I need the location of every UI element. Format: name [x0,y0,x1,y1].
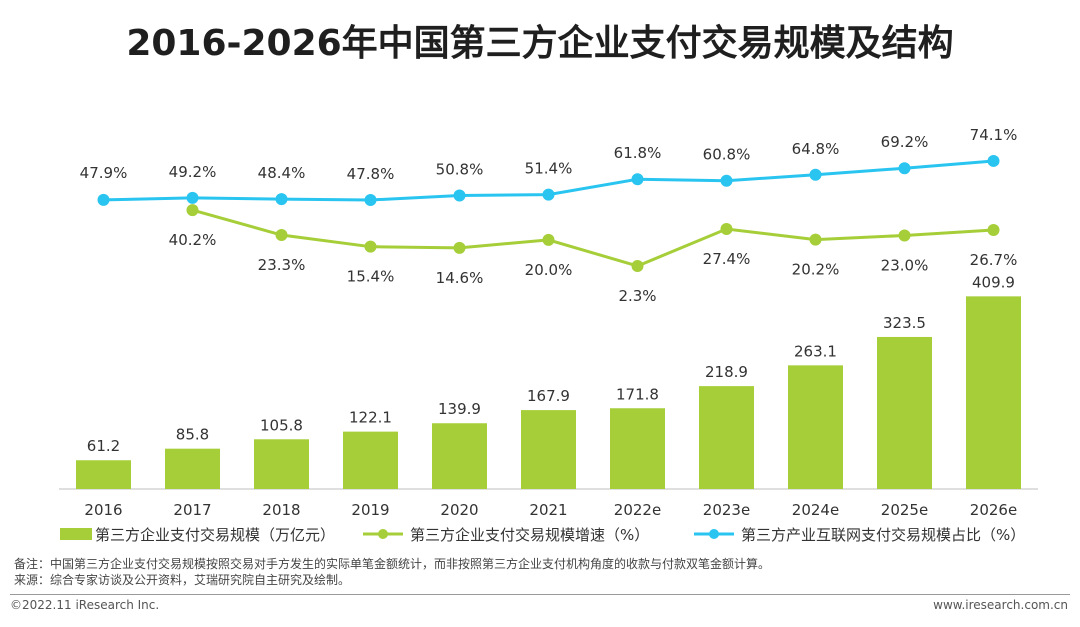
legend-label-share: 第三方产业互联网支付交易规模占比（%） [741,526,1025,544]
bar-2020 [432,423,487,489]
bar-2023e [699,386,754,489]
bar-2025e [877,336,932,489]
bar-value-label-2026e: 409.9 [972,273,1015,291]
x-tick-label-2023e: 2023e [703,501,750,519]
x-tick-label-2024e: 2024e [792,501,839,519]
legend-label-growth: 第三方企业支付交易规模增速（%） [410,526,649,544]
growth-point-2025e [898,229,911,242]
x-tick-label-2019: 2019 [351,501,389,519]
bar-2024e [788,365,843,489]
share-point-2017 [186,191,199,204]
share-label-2016: 47.9% [80,164,128,182]
legend-swatch-bar [60,528,92,540]
share-point-2025e [898,162,911,175]
bar-2019 [343,431,398,489]
share-label-2017: 49.2% [169,163,217,181]
growth-point-2017 [186,204,199,217]
share-label-2023e: 60.8% [703,146,751,164]
x-tick-label-2025e: 2025e [881,501,928,519]
share-point-2016 [97,193,110,206]
bar-value-label-2018: 105.8 [260,416,303,434]
growth-label-2017: 40.2% [169,231,217,249]
share-point-2021 [542,188,555,201]
growth-point-2022e [631,260,644,272]
growth-point-2023e [720,222,733,235]
note-source: 来源：综合专家访谈及公开资料，艾瑞研究院自主研究及绘制。 [14,573,351,587]
growth-label-2020: 14.6% [436,269,484,287]
growth-point-2021 [542,233,555,246]
bar-2016 [76,460,131,489]
x-tick-label-2018: 2018 [262,501,300,519]
bar-value-label-2017: 85.8 [176,426,209,444]
growth-point-2018 [275,229,288,242]
bar-2022e [610,408,665,489]
bar-2021 [521,410,576,489]
share-point-2019 [364,194,377,206]
x-tick-label-2017: 2017 [173,501,211,519]
x-tick-label-2020: 2020 [440,501,478,519]
bar-2018 [254,439,309,489]
chart-title: 2016-2026年中国第三方企业支付交易规模及结构 [126,23,954,64]
x-tick-label-2021: 2021 [529,501,567,519]
bar-value-label-2019: 122.1 [349,409,392,427]
share-label-2022e: 61.8% [614,144,662,162]
x-tick-label-2026e: 2026e [970,501,1017,519]
growth-line [192,208,994,268]
bar-value-label-2025e: 323.5 [883,314,926,332]
share-label-2025e: 69.2% [881,133,929,151]
growth-label-2021: 20.0% [525,261,573,279]
legend-label-bar: 第三方企业支付交易规模（万亿元） [95,526,335,544]
bar-value-label-2021: 167.9 [527,387,570,405]
growth-label-2022e: 2.3% [618,287,656,305]
share-label-2018: 48.4% [258,164,306,182]
bar-value-label-2022e: 171.8 [616,385,659,403]
share-point-2022e [631,173,644,186]
chart-svg: 61.2 2016 85.8 2017 105.8 2018 122.1 2019 139.9 2… [59,126,1038,544]
share-label-2026e: 74.1% [970,126,1018,144]
growth-label-2019: 15.4% [347,268,395,286]
growth-label-2026e: 26.7% [970,251,1018,269]
bar-value-label-2016: 61.2 [87,437,120,455]
note-remark: 备注：中国第三方企业支付交易规模按照交易对手方发生的实际单笔金额统计，而非按照第… [14,557,771,571]
bar-2017 [165,448,220,489]
growth-label-2018: 23.3% [258,256,306,274]
share-label-2021: 51.4% [525,160,573,178]
growth-point-2026e [987,224,1000,237]
footer-website[interactable]: www.iresearch.com.cn [933,598,1068,612]
bar-value-label-2024e: 263.1 [794,342,837,360]
x-tick-label-2016: 2016 [84,501,122,519]
growth-point-2024e [809,233,822,246]
share-label-2020: 50.8% [436,161,484,179]
share-label-2024e: 64.8% [792,140,840,158]
bar-value-label-2023e: 218.9 [705,363,748,381]
bar-value-label-2020: 139.9 [438,400,481,418]
growth-label-2024e: 20.2% [792,261,840,279]
legend-marker-growth [378,529,388,539]
share-point-2024e [809,168,822,181]
share-point-2026e [987,154,1000,167]
growth-label-2023e: 27.4% [703,250,751,268]
footer-divider [10,594,1070,595]
share-point-2018 [275,193,288,206]
growth-point-2019 [364,240,377,253]
growth-point-2020 [453,241,466,254]
share-label-2019: 47.8% [347,165,395,183]
footer-copyright: ©2022.11 iResearch Inc. [10,598,160,612]
notes-block: 备注：中国第三方企业支付交易规模按照交易对手方发生的实际单笔金额统计，而非按照第… [14,556,770,588]
share-point-2020 [453,189,466,202]
growth-label-2025e: 23.0% [881,256,929,274]
x-tick-label-2022e: 2022e [614,501,661,519]
bar-2026e [966,296,1021,489]
legend-marker-share [709,529,719,539]
share-point-2023e [720,174,733,187]
